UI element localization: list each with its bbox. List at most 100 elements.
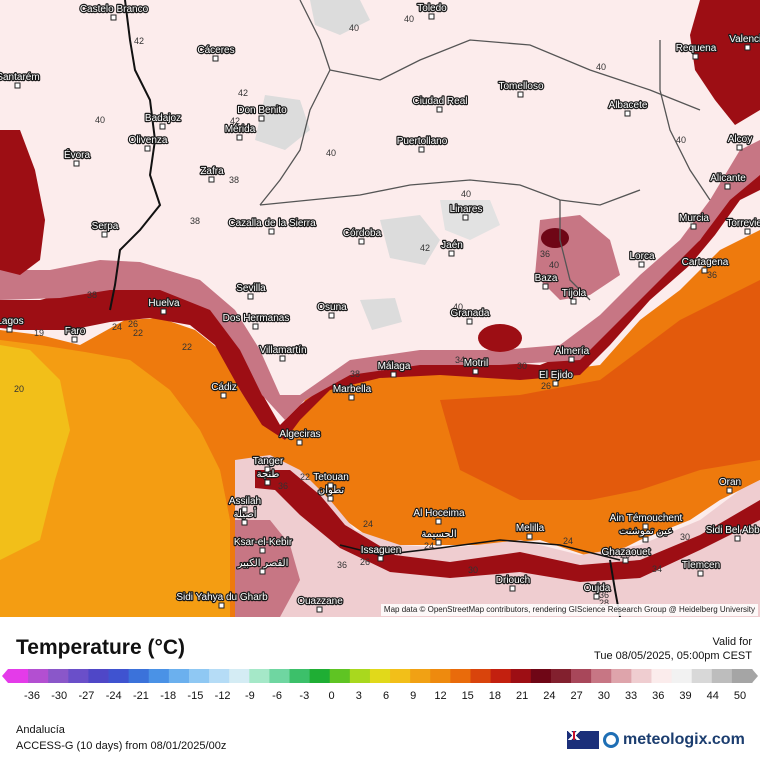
city-label[interactable]: Tanger xyxy=(252,455,286,468)
city-label[interactable]: Cádiz xyxy=(210,381,238,394)
city-marker xyxy=(436,106,443,113)
city-label[interactable]: Huelva xyxy=(147,297,181,310)
city-label[interactable]: تطوان xyxy=(317,484,346,497)
city-label[interactable]: Almería xyxy=(554,345,591,358)
city-label[interactable]: Murcia xyxy=(678,212,711,225)
city-label[interactable]: Valencia xyxy=(728,33,760,46)
city-label[interactable]: Sidi Yahya du Gharb xyxy=(175,591,269,604)
city-label[interactable]: الحسيمة xyxy=(420,528,458,541)
scale-tick-label: 39 xyxy=(679,690,691,702)
scale-tick-label: 3 xyxy=(356,690,362,702)
city-marker xyxy=(236,134,243,141)
city-label[interactable]: القصر الكبير xyxy=(235,557,289,570)
city-label[interactable]: Villamartín xyxy=(258,344,307,357)
color-swatch xyxy=(711,669,733,683)
city-label[interactable]: Lorca xyxy=(628,250,656,263)
color-swatch xyxy=(571,669,592,683)
city-label[interactable]: Zafra xyxy=(199,165,225,178)
city-marker xyxy=(744,228,751,235)
city-label[interactable]: Algeciras xyxy=(278,428,322,441)
city-label[interactable]: Toledo xyxy=(416,2,448,15)
city-label[interactable]: Córdoba xyxy=(342,227,383,240)
city-marker xyxy=(435,539,442,546)
city-label[interactable]: Assilah xyxy=(228,495,263,508)
city-label[interactable]: Tlemcen xyxy=(681,559,722,572)
color-swatch xyxy=(249,669,270,683)
city-label[interactable]: El Ejido xyxy=(538,369,575,382)
contour-value: 26 xyxy=(360,557,370,567)
city-label[interactable]: Baza xyxy=(533,272,559,285)
city-label[interactable]: Badajoz xyxy=(144,112,183,125)
city-label[interactable]: Requena xyxy=(675,42,718,55)
city-marker xyxy=(552,380,559,387)
city-marker xyxy=(160,308,167,315)
city-label[interactable]: Évora xyxy=(63,147,92,162)
city-label[interactable]: Torrevieja xyxy=(725,217,760,230)
city-label[interactable]: Motril xyxy=(463,357,490,370)
city-label[interactable]: Osuna xyxy=(316,301,348,314)
city-label[interactable]: Cáceres xyxy=(196,44,236,57)
city-label[interactable]: Málaga xyxy=(376,360,412,373)
city-label[interactable]: Tetouan xyxy=(312,471,350,484)
city-marker xyxy=(73,160,80,167)
city-label[interactable]: Alcoy xyxy=(727,133,754,146)
forecast-map[interactable]: 42 40 40 40 40 42 42 40 38 40 38 42 40 36 40 38 36 40 19 24… xyxy=(0,0,760,617)
city-label[interactable]: Jaén xyxy=(440,239,464,252)
city-marker xyxy=(14,82,21,89)
color-swatch xyxy=(349,669,371,683)
contour-value: 30 xyxy=(517,361,527,371)
city-label[interactable]: Al Hoceima xyxy=(412,507,466,520)
city-label[interactable]: عين تموشنت xyxy=(618,525,675,538)
contour-value: 40 xyxy=(453,302,463,312)
city-label[interactable]: Lagos xyxy=(0,315,25,328)
city-label[interactable]: Puertollano xyxy=(396,135,449,148)
city-label[interactable]: Ksar-el-Kebir xyxy=(233,536,294,549)
city-label[interactable]: Alicante xyxy=(709,172,747,185)
city-label[interactable]: Driouch xyxy=(495,574,532,587)
city-label[interactable]: Mérida xyxy=(224,123,257,136)
city-label[interactable]: Oujda xyxy=(582,582,612,595)
scale-tick-label: 50 xyxy=(734,690,746,702)
city-label[interactable]: Linares xyxy=(448,203,483,216)
city-label[interactable]: Cartagena xyxy=(680,256,730,269)
brand[interactable]: meteologix.com xyxy=(567,731,745,749)
city-label[interactable]: Tíjola xyxy=(561,287,588,300)
color-swatch xyxy=(329,669,351,683)
city-marker xyxy=(259,568,266,575)
city-label[interactable]: Cazalla de la Sierra xyxy=(227,217,317,230)
city-label[interactable]: Ouazzane xyxy=(296,595,344,608)
city-label[interactable]: Albacete xyxy=(607,99,649,112)
city-label[interactable]: Dos Hermanas xyxy=(221,312,290,325)
city-label[interactable]: Santarém xyxy=(0,71,41,84)
color-swatch xyxy=(591,669,612,683)
city-label[interactable]: Tomelloso xyxy=(497,80,545,93)
color-swatch xyxy=(188,669,210,683)
city-label[interactable]: طنجة xyxy=(255,468,280,481)
city-marker xyxy=(258,115,265,122)
city-label[interactable]: Olivenza xyxy=(127,134,169,147)
scale-tick-label: 9 xyxy=(410,690,416,702)
city-label[interactable]: Marbella xyxy=(332,383,373,396)
city-marker xyxy=(472,368,479,375)
city-label[interactable]: Granada xyxy=(449,307,491,320)
brand-name[interactable]: meteologix.com xyxy=(623,731,745,748)
city-label[interactable]: Don Benito xyxy=(236,104,288,117)
city-label[interactable]: Castelo Branco xyxy=(79,3,150,16)
city-label[interactable]: Ciudad Real xyxy=(411,95,468,108)
city-label[interactable]: أصيلة xyxy=(232,506,258,521)
city-label[interactable]: Oran xyxy=(718,476,743,489)
city-label[interactable]: Serpa xyxy=(90,220,120,233)
city-label[interactable]: Ain Témouchent xyxy=(608,512,683,525)
city-label[interactable]: Sevilla xyxy=(235,282,267,295)
city-label[interactable]: Ghazaouet xyxy=(600,546,652,559)
color-swatch xyxy=(651,669,672,683)
city-marker xyxy=(624,110,631,117)
city-label[interactable]: Sidi Bel Abbès xyxy=(705,524,760,537)
city-label[interactable]: Melilla xyxy=(515,522,546,535)
city-label[interactable]: Faro xyxy=(64,325,87,338)
australia-flag-icon xyxy=(567,731,599,749)
city-label[interactable]: Issaguen xyxy=(360,544,403,557)
color-swatch xyxy=(369,669,391,683)
contour-value: 40 xyxy=(349,23,359,33)
scale-tick-label: -24 xyxy=(106,690,122,702)
